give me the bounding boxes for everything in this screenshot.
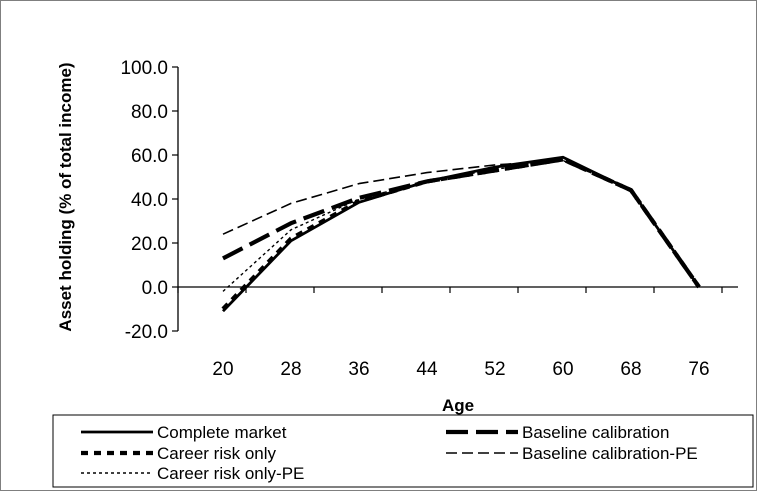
x-tick-label: 68 xyxy=(620,359,641,380)
legend-label: Baseline calibration-PE xyxy=(522,444,698,463)
y-tick-label: -20.0 xyxy=(125,322,168,343)
x-tick-label: 20 xyxy=(212,359,233,380)
legend-label: Complete market xyxy=(157,423,287,442)
legend-label: Career risk only-PE xyxy=(157,464,304,483)
y-axis-ticks: 100.0 80.0 60.0 40.0 20.0 0.0 -20.0 xyxy=(120,58,178,343)
x-tick-label: 76 xyxy=(688,359,709,380)
x-tick-label: 28 xyxy=(280,359,301,380)
x-tick-label: 52 xyxy=(484,359,505,380)
y-tick-label: 80.0 xyxy=(131,102,168,123)
x-axis-title: Age xyxy=(442,396,474,415)
series-line-baseline-calibration-pe xyxy=(222,159,700,288)
series-line-complete-market xyxy=(221,155,701,313)
series-lines xyxy=(221,155,701,313)
x-axis-ticks: 20 28 36 44 52 60 68 76 xyxy=(177,287,723,380)
y-tick-label: 0.0 xyxy=(142,278,168,299)
plot-area: 100.0 80.0 60.0 40.0 20.0 0.0 -20.0 20 28 36 44 52… xyxy=(120,58,738,380)
y-axis-title: Asset holding (% of total income) xyxy=(56,62,75,331)
legend: Complete market Baseline calibration Caree… xyxy=(52,414,754,488)
legend-box xyxy=(52,414,754,488)
legend-label: Baseline calibration xyxy=(522,423,669,442)
y-tick-label: 40.0 xyxy=(131,190,168,211)
legend-label: Career risk only xyxy=(157,444,277,463)
x-tick-label: 36 xyxy=(348,359,369,380)
series-line-baseline-calibration xyxy=(222,157,701,289)
x-tick-label: 44 xyxy=(416,359,438,380)
y-tick-label: 100.0 xyxy=(120,58,168,79)
y-tick-label: 20.0 xyxy=(131,234,168,255)
y-tick-label: 60.0 xyxy=(131,146,168,167)
series-line-career-risk-only-pe xyxy=(222,159,700,292)
x-tick-label: 60 xyxy=(552,359,573,380)
